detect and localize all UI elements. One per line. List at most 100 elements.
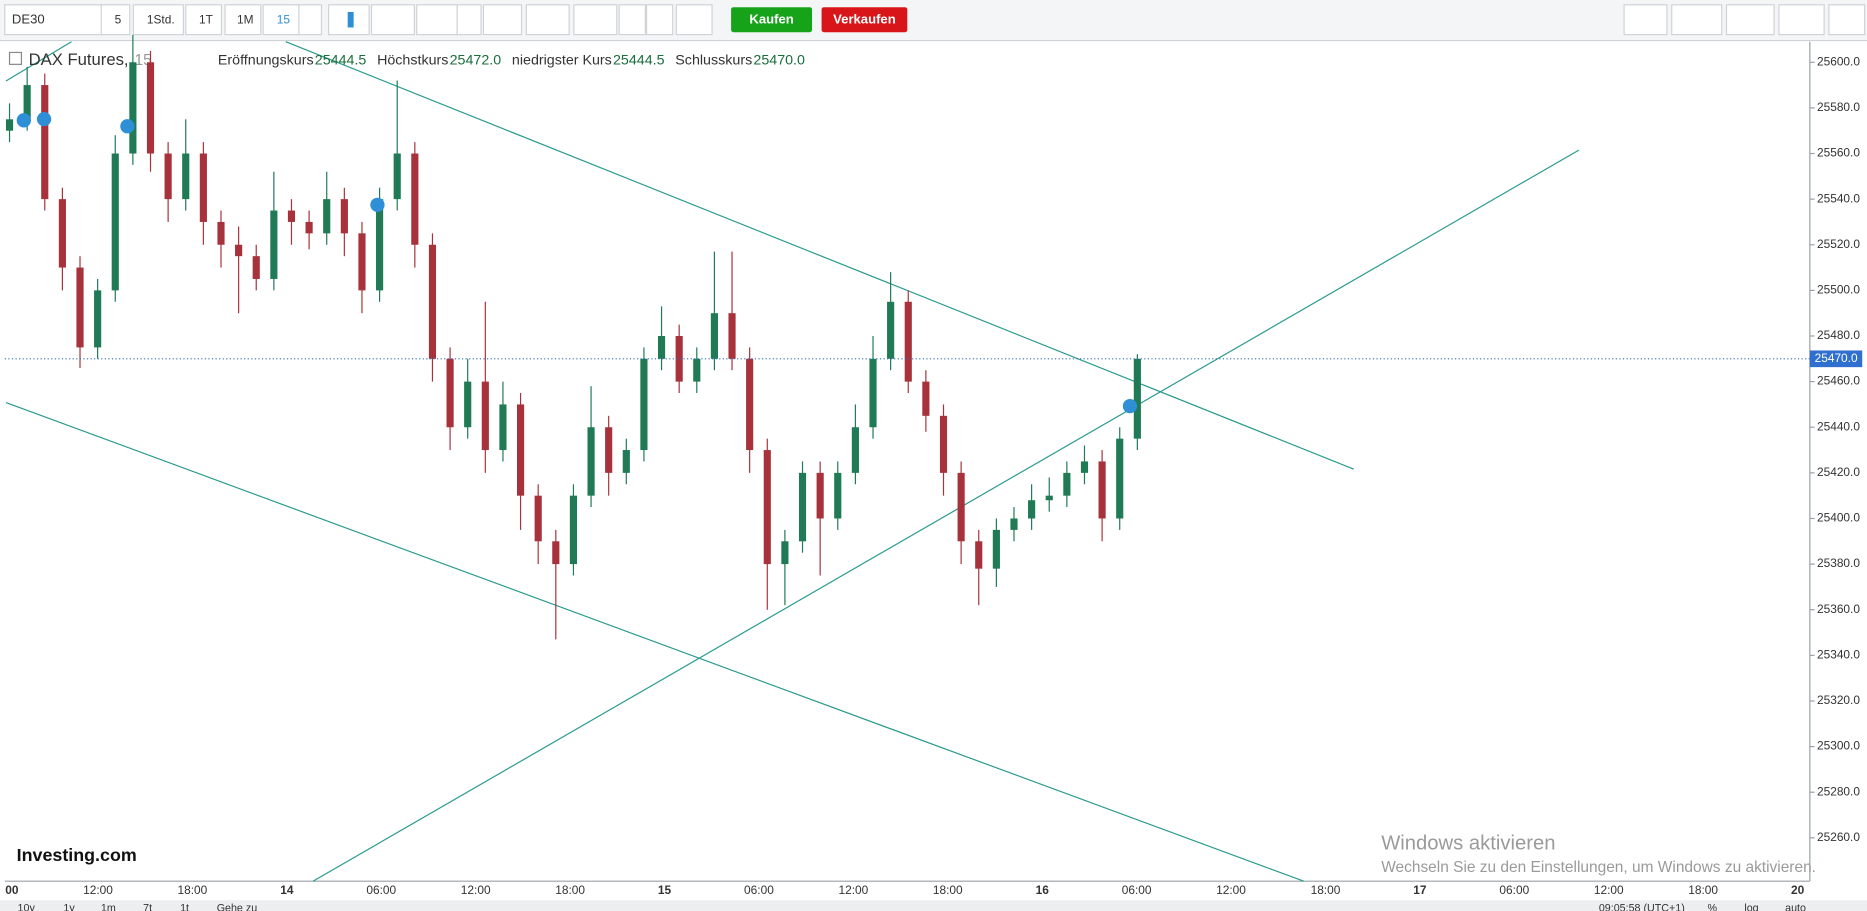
ohlc-label: Höchstkurs [377, 53, 448, 69]
news-marker[interactable] [120, 119, 135, 134]
candle-body [217, 221, 225, 245]
candle-body [569, 495, 578, 565]
buy-button[interactable] [731, 7, 813, 33]
last-price-tag [1809, 350, 1863, 368]
candle-body [939, 415, 948, 473]
x-tick-label: 20 [1791, 883, 1805, 897]
candle-body [728, 313, 736, 359]
y-tick-label: 25440.0 [1817, 419, 1860, 433]
camera[interactable] [1623, 4, 1668, 36]
candle-body [481, 381, 489, 451]
candle-body [922, 381, 930, 416]
candle-body [235, 244, 243, 257]
dropdown[interactable] [456, 4, 482, 36]
template[interactable] [1671, 4, 1723, 36]
y-tick-label: 25500.0 [1817, 283, 1860, 297]
interval-label: 1M [237, 12, 254, 26]
scale-option[interactable]: auto [1785, 902, 1806, 911]
interval-label: 5 [115, 12, 122, 26]
candle-body [587, 427, 595, 496]
range-button[interactable]: 1m [101, 902, 116, 911]
candle-body [834, 472, 842, 519]
candle-body [534, 495, 542, 542]
indicator[interactable] [370, 4, 415, 36]
candle-body [340, 199, 348, 234]
candle-body [1028, 500, 1036, 519]
range-button[interactable]: 10y [18, 902, 36, 911]
y-tick-label: 25280.0 [1817, 784, 1860, 798]
candle-body [393, 153, 401, 200]
candle-body [552, 541, 560, 565]
draw-tool[interactable] [416, 4, 458, 36]
dropdown[interactable] [294, 4, 323, 36]
news-marker[interactable] [36, 111, 52, 127]
candle-body [94, 290, 102, 348]
news-marker[interactable] [1122, 398, 1138, 414]
candle-body [675, 335, 683, 382]
y-tick-label: 25300.0 [1817, 739, 1860, 753]
logo: Investing.com [17, 845, 137, 865]
interval-button[interactable] [262, 4, 300, 36]
range-button[interactable]: 1t [180, 902, 189, 911]
x-tick-label: 18:00 [178, 883, 208, 897]
last-price-label: 25470.0 [1815, 351, 1858, 365]
x-tick-label: 15 [658, 883, 672, 897]
candle-body [1010, 518, 1018, 530]
redo[interactable] [645, 4, 674, 36]
compare[interactable] [573, 4, 618, 36]
range-button[interactable]: 7t [143, 902, 152, 911]
fullscreen[interactable] [1828, 4, 1866, 36]
ohlc-label: Schlusskurs [675, 53, 752, 69]
cloud-load[interactable] [1725, 4, 1775, 36]
interval-button[interactable] [132, 4, 184, 36]
range-button[interactable]: 1y [63, 902, 75, 911]
candle-body [23, 85, 31, 120]
candle-body [763, 450, 771, 565]
x-tick-label: 18:00 [555, 883, 585, 897]
candle-body [657, 335, 666, 359]
candles [5, 34, 1141, 640]
icon [347, 11, 354, 28]
candle-body [323, 199, 331, 234]
candle-body [605, 427, 613, 473]
candle-body [5, 119, 14, 131]
candle-body [446, 358, 454, 428]
undo[interactable] [618, 4, 646, 36]
watermark-text: Wechseln Sie zu den Einstellungen, um Wi… [1381, 859, 1816, 876]
collapse[interactable] [8, 51, 23, 65]
scale-option[interactable]: % [1707, 902, 1717, 911]
goto[interactable]: Gehe zu [217, 902, 258, 911]
scale-option[interactable]: log [1744, 902, 1758, 911]
interval-button[interactable] [224, 4, 262, 36]
settings[interactable] [482, 4, 523, 36]
alert[interactable] [675, 4, 713, 36]
news-marker[interactable] [16, 113, 31, 128]
candle-body [869, 358, 877, 428]
candle-body [816, 472, 824, 519]
cloud-save[interactable] [1778, 4, 1825, 36]
sell-button[interactable] [821, 7, 908, 33]
candle-body [516, 404, 525, 496]
x-tick-label: 06:00 [366, 883, 396, 897]
candle-body [358, 233, 366, 291]
studies[interactable] [525, 4, 570, 36]
x-tick-label: 06:00 [1499, 883, 1529, 897]
candle-body [41, 85, 49, 200]
trendline [5, 41, 72, 82]
candle-body [1045, 495, 1053, 501]
candle-body [305, 221, 313, 234]
candle-body [622, 450, 630, 473]
buy-label: Kaufen [749, 12, 793, 27]
interval-button[interactable] [185, 4, 223, 36]
sell-label: Verkaufen [833, 12, 896, 27]
interval-label: 15 [277, 12, 291, 26]
symbol-input[interactable] [4, 4, 103, 36]
candle-body [904, 301, 912, 382]
candle-type[interactable] [328, 4, 370, 36]
news-marker[interactable] [370, 197, 385, 213]
candle-body [182, 153, 190, 200]
candle-body [58, 199, 66, 268]
interval-button[interactable] [100, 4, 131, 36]
x-tick-label: 18:00 [1311, 883, 1341, 897]
